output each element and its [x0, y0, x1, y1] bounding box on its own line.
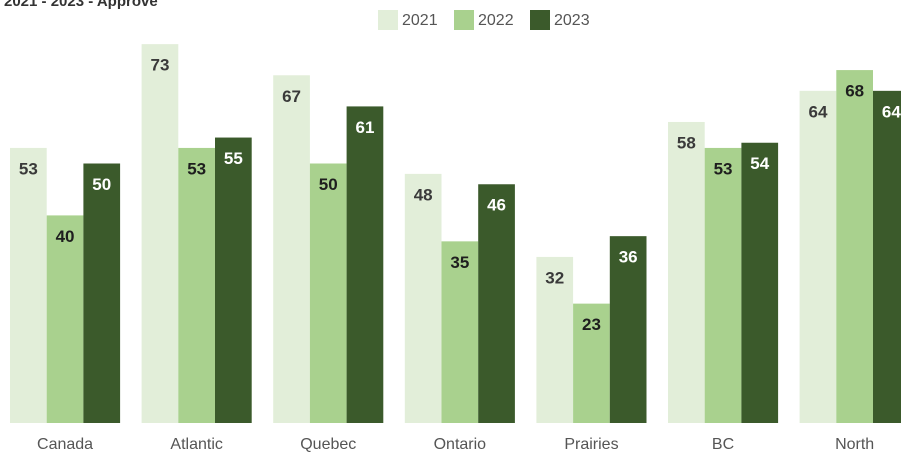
- bar: [346, 106, 384, 423]
- x-tick-label: Atlantic: [170, 436, 222, 453]
- legend-label: 2021: [402, 12, 438, 29]
- value-label: 36: [619, 248, 638, 267]
- x-tick-label: Canada: [37, 436, 93, 453]
- legend-swatch: [454, 10, 474, 30]
- legend-label: 2023: [554, 12, 590, 29]
- value-label: 32: [545, 268, 564, 287]
- legend-swatch: [378, 10, 398, 30]
- bar: [10, 147, 47, 423]
- value-label: 55: [224, 149, 243, 168]
- value-label: 46: [487, 196, 506, 215]
- bar: [441, 241, 479, 423]
- value-label: 50: [319, 175, 338, 194]
- bar: [46, 215, 84, 423]
- value-label: 64: [808, 102, 827, 121]
- bar: [215, 137, 252, 424]
- x-tick-label: Prairies: [564, 436, 618, 453]
- value-label: 73: [150, 56, 169, 75]
- value-label: 40: [56, 227, 75, 246]
- value-label: 68: [845, 82, 864, 101]
- bar: [404, 173, 442, 423]
- chart-title: 2021 - 2023 - Approve: [4, 0, 158, 10]
- x-tick-label: Quebec: [300, 436, 356, 453]
- value-label: 35: [450, 253, 469, 272]
- bar: [536, 256, 574, 423]
- legend-swatch: [530, 10, 550, 30]
- bar: [83, 163, 121, 423]
- value-label: 53: [187, 159, 206, 178]
- bar: [799, 90, 837, 423]
- bar: [573, 303, 610, 423]
- bar: [478, 184, 515, 423]
- value-label: 23: [582, 315, 601, 334]
- value-label: 54: [750, 154, 769, 173]
- value-label: 50: [92, 175, 111, 194]
- bar: [178, 147, 215, 423]
- value-label: 67: [282, 87, 301, 106]
- bar: [741, 142, 779, 424]
- x-tick-label: North: [835, 436, 874, 453]
- value-label: 64: [882, 102, 901, 121]
- value-label: 61: [355, 118, 374, 137]
- value-label: 53: [19, 159, 38, 178]
- legend-label: 2022: [478, 12, 514, 29]
- value-label: 48: [414, 185, 433, 204]
- bar: [704, 147, 742, 423]
- bar: [873, 90, 901, 423]
- x-tick-label: BC: [712, 436, 734, 453]
- x-tick-label: Ontario: [434, 436, 487, 453]
- bar: [273, 75, 310, 424]
- value-label: 53: [714, 159, 733, 178]
- bar: [609, 236, 647, 423]
- value-label: 58: [677, 133, 696, 152]
- bar: [141, 44, 179, 423]
- bar: [836, 70, 873, 423]
- bar: [668, 121, 705, 423]
- bar: [309, 163, 347, 423]
